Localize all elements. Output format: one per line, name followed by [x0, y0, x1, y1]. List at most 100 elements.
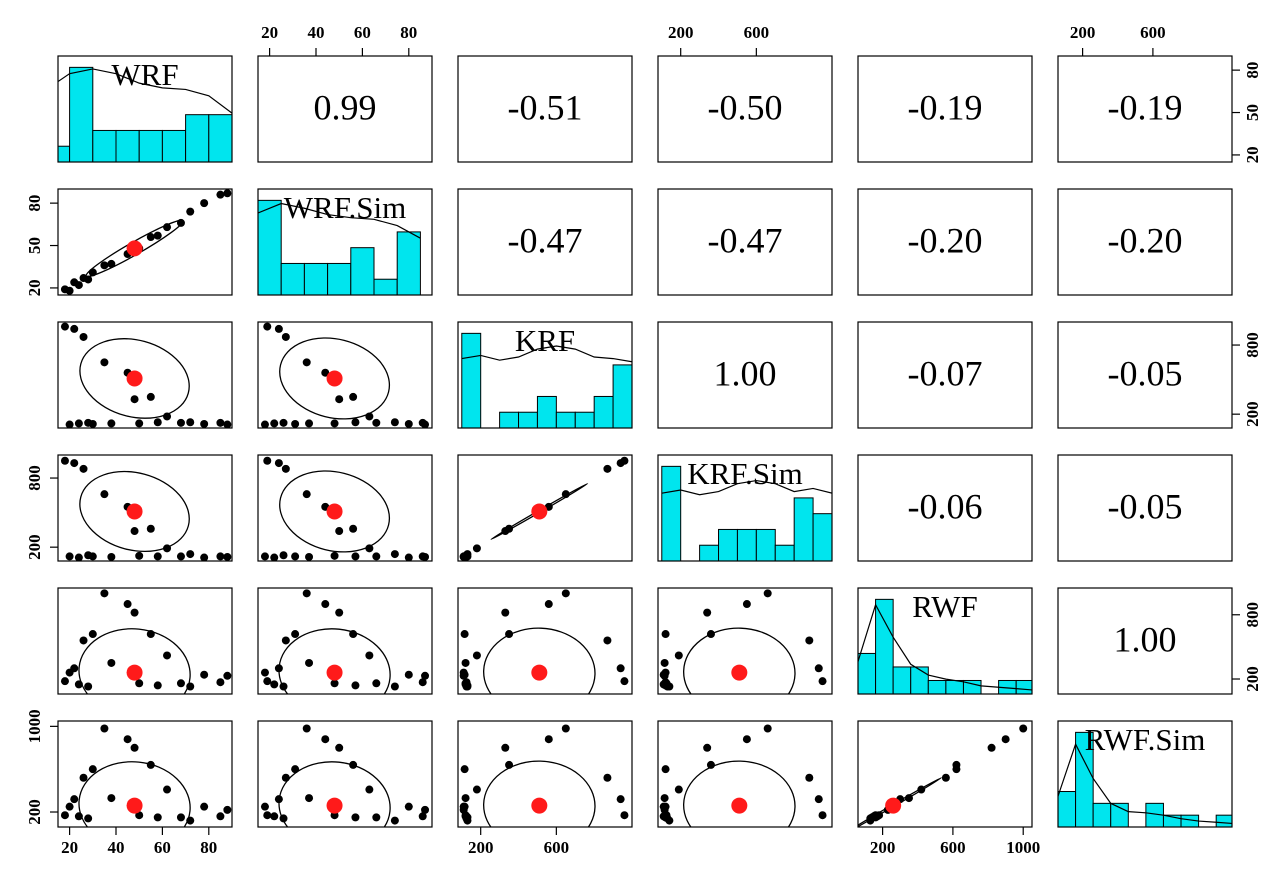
panel-frame — [657, 720, 833, 828]
panel: 1.00 — [1057, 587, 1233, 695]
hist-bar — [812, 513, 832, 561]
correlation-ellipse — [79, 470, 190, 553]
mean-point — [326, 797, 343, 814]
scatter-point — [60, 322, 69, 331]
panel-plot — [60, 456, 232, 561]
x-tick-label: 60 — [154, 838, 171, 857]
scatter-point — [952, 760, 961, 769]
scatter-point — [305, 658, 314, 667]
scatter-point — [176, 418, 185, 427]
scatter-point — [544, 735, 553, 744]
scatter-point — [176, 552, 185, 561]
mean-point — [531, 797, 548, 814]
scatter-point — [349, 392, 358, 401]
scatter-point — [281, 464, 290, 473]
scatter-point — [88, 630, 97, 639]
correlation-label: 1.00 — [714, 353, 777, 393]
scatter-point — [135, 419, 144, 428]
panel-frame — [57, 188, 233, 296]
panel-frame — [57, 321, 233, 429]
panel-plot — [258, 199, 421, 295]
scatter-point — [330, 679, 339, 688]
scatter-point — [330, 551, 339, 560]
variable-name: RWF.Sim — [1085, 722, 1206, 757]
correlation-ellipse — [279, 337, 391, 420]
variable-name: KRF.Sim — [687, 456, 803, 491]
panel — [57, 188, 233, 296]
scatter-point — [260, 552, 269, 561]
panel: KRF.Sim — [657, 454, 833, 562]
correlation-label: -0.07 — [908, 353, 983, 393]
mean-point — [326, 664, 343, 681]
panel-frame — [1057, 55, 1233, 163]
scatter-point — [561, 724, 570, 733]
panel: RWF — [857, 587, 1033, 695]
correlation-label: -0.50 — [708, 87, 783, 127]
hist-bar — [736, 528, 757, 561]
panel: WRF.Sim — [257, 188, 433, 296]
scatter-point — [390, 418, 399, 427]
scatter-point — [200, 802, 209, 811]
scatter-point — [270, 812, 279, 821]
scatter-point — [263, 456, 272, 465]
scatter-point — [459, 552, 468, 561]
scatter-point — [130, 608, 139, 617]
scatter-point — [351, 552, 360, 561]
scatter-point — [216, 812, 225, 821]
panel-plot — [60, 189, 232, 295]
scatter-point — [216, 678, 225, 687]
hist-bar — [461, 332, 482, 428]
panel: -0.20 — [857, 188, 1033, 296]
scatter-point — [135, 551, 144, 560]
scatter-point — [335, 527, 344, 536]
correlation-label: 0.99 — [314, 87, 377, 127]
hist-bar — [661, 465, 682, 561]
scatter-point — [88, 765, 97, 774]
scatter-point — [153, 681, 162, 690]
panel-frame — [257, 587, 433, 695]
scatter-point — [107, 658, 116, 667]
hist-bar — [373, 278, 398, 295]
panel-frame — [457, 188, 633, 296]
mean-point — [126, 240, 143, 257]
scatter-point — [65, 802, 74, 811]
scatter-point — [703, 743, 712, 752]
scatter-point — [390, 682, 399, 691]
scatter-point — [404, 553, 413, 561]
panel-plot — [659, 724, 827, 827]
y-tick-label: 1000 — [25, 709, 44, 743]
panel-frame — [457, 55, 633, 163]
hist-bar — [1092, 802, 1112, 827]
panel-frame — [857, 188, 1033, 296]
scatter-point — [223, 805, 232, 814]
scatter-point — [200, 670, 209, 679]
hist-bar — [945, 679, 964, 694]
scatter-point — [706, 760, 715, 769]
scatter-point — [84, 275, 93, 284]
panel-frame — [257, 454, 433, 562]
panel: -0.05 — [1057, 321, 1233, 429]
scatter-point — [418, 678, 427, 687]
scatter-point — [421, 420, 430, 428]
panel — [57, 454, 233, 562]
scatter-point — [462, 812, 471, 821]
scatter-point — [107, 259, 116, 268]
scatter-point — [335, 608, 344, 617]
scatter-point — [390, 550, 399, 559]
scatter-point — [321, 735, 330, 744]
scatter-point — [661, 678, 670, 687]
panel-frame — [57, 454, 233, 562]
scatter-point — [661, 765, 670, 774]
panel: -0.20 — [1057, 188, 1233, 296]
scatter-point — [674, 651, 683, 660]
scatter-point — [200, 419, 209, 428]
y-tick-label: 800 — [1243, 332, 1262, 358]
scatter-point — [84, 682, 93, 691]
scatter-point — [321, 368, 330, 377]
panel-frame — [657, 188, 833, 296]
scatter-point — [620, 677, 629, 686]
scatter-point — [703, 608, 712, 617]
correlation-label: -0.51 — [508, 87, 583, 127]
scatter-point — [216, 418, 225, 427]
panel: RWF.Sim — [1057, 720, 1233, 828]
